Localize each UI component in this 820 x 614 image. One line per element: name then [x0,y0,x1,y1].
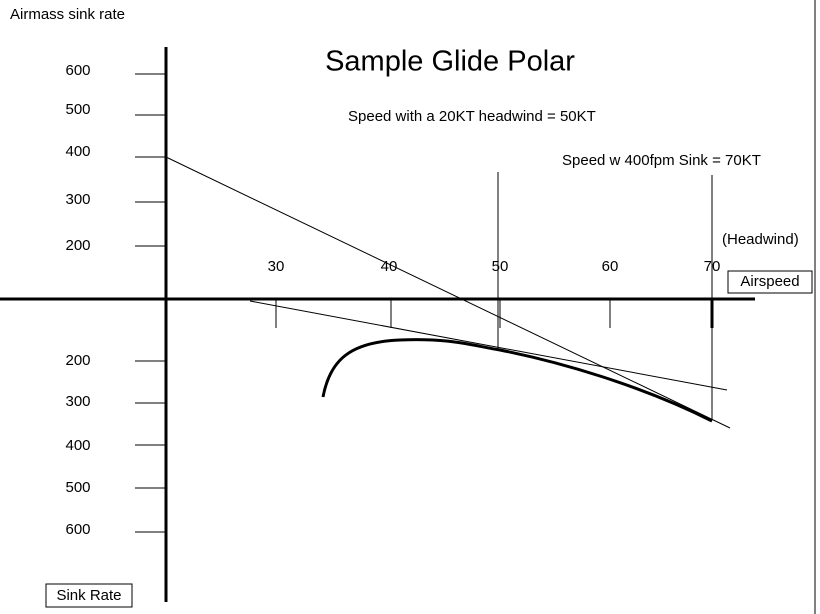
title: Sample Glide Polar [325,46,575,78]
tangent-line [249,300,728,391]
label-box [45,583,133,608]
tick-label: 500 [65,101,90,118]
tick-label: 50 [492,258,509,275]
tick-label: 200 [65,352,90,369]
tick-label: 30 [268,258,285,275]
annotation: Speed w 400fpm Sink = 70KT [562,152,761,169]
tick-label: 300 [65,191,90,208]
x-axis-title: Airspeed [740,273,799,290]
annotation: (Headwind) [722,231,799,248]
label-box [727,270,813,294]
tick-label: 300 [65,393,90,410]
annotation: Speed with a 20KT headwind = 50KT [348,108,596,125]
tick-label: 400 [65,143,90,160]
speed-ticks: 30 40 50 60 70 [268,258,720,328]
tangent-line [165,156,731,429]
tick-label: 400 [65,437,90,454]
axis-label: Airmass sink rate [10,6,125,23]
tick-label: 60 [602,258,619,275]
tick-label: 500 [65,479,90,496]
upper-ticks: 600 500 400 300 200 [65,62,166,254]
polar-curve [321,338,713,423]
lower-ticks: 200 300 400 500 600 [65,352,166,538]
y-axis-title: Sink Rate [56,587,121,604]
tick-label: 200 [65,237,90,254]
tick-label: 600 [65,62,90,79]
tick-label: 600 [65,521,90,538]
